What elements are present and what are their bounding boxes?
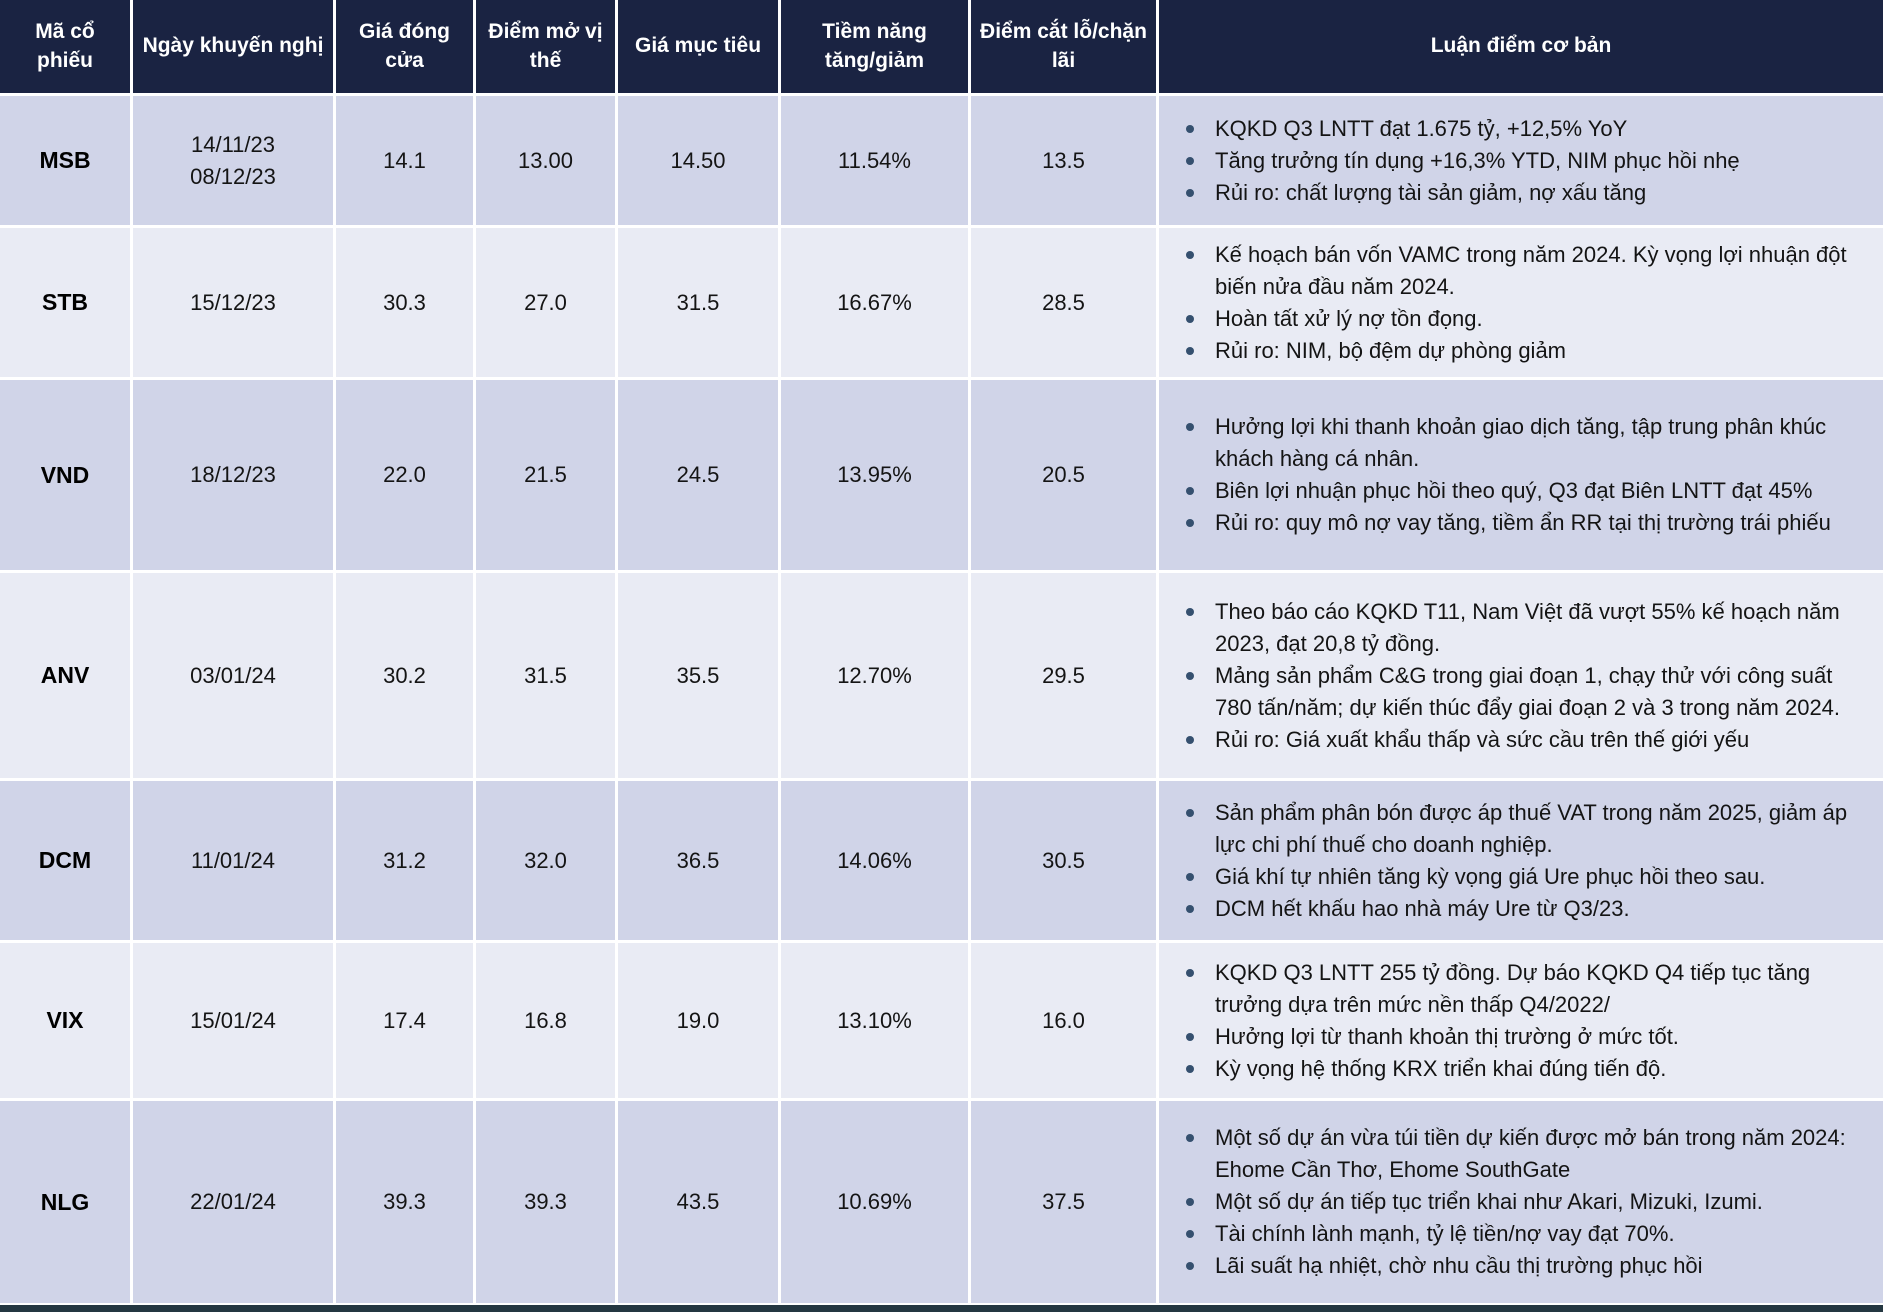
thesis-bullet: KQKD Q3 LNTT 255 tỷ đồng. Dự báo KQKD Q4… <box>1175 957 1857 1021</box>
thesis-bullet: Rủi ro: quy mô nợ vay tăng, tiềm ẩn RR t… <box>1175 507 1857 539</box>
thesis-bullet: Rủi ro: Giá xuất khẩu thấp và sức cầu tr… <box>1175 724 1857 756</box>
thesis-cell: KQKD Q3 LNTT 255 tỷ đồng. Dự báo KQKD Q4… <box>1159 943 1883 1098</box>
thesis-bullet: Một số dự án vừa túi tiền dự kiến được m… <box>1175 1122 1857 1186</box>
thesis-bullet-list: KQKD Q3 LNTT đạt 1.675 tỷ, +12,5% YoY Tăn… <box>1175 113 1740 209</box>
entry-point-cell: 21.5 <box>476 380 615 570</box>
thesis-bullet-list: Một số dự án vừa túi tiền dự kiến được m… <box>1175 1122 1857 1282</box>
thesis-bullet: Rủi ro: NIM, bộ đệm dự phòng giảm <box>1175 335 1857 367</box>
upside-potential-cell: 16.67% <box>781 228 968 377</box>
stop-loss-cell: 20.5 <box>971 380 1156 570</box>
closing-price-cell: 17.4 <box>336 943 473 1098</box>
thesis-bullet: Hưởng lợi khi thanh khoản giao dịch tăng… <box>1175 411 1857 475</box>
thesis-bullet: Hoàn tất xử lý nợ tồn đọng. <box>1175 303 1857 335</box>
thesis-bullet: Rủi ro: chất lượng tài sản giảm, nợ xấu … <box>1175 177 1740 209</box>
stock-code-cell: VND <box>0 380 130 570</box>
recommendation-date-cell: 11/01/24 <box>133 781 333 940</box>
thesis-bullet: Theo báo cáo KQKD T11, Nam Việt đã vượt … <box>1175 596 1857 660</box>
entry-point-cell: 27.0 <box>476 228 615 377</box>
thesis-bullet: DCM hết khấu hao nhà máy Ure từ Q3/23. <box>1175 893 1857 925</box>
entry-point-cell: 13.00 <box>476 96 615 225</box>
target-price-cell: 31.5 <box>618 228 778 377</box>
target-price-cell: 43.5 <box>618 1101 778 1303</box>
stock-code-cell: STB <box>0 228 130 377</box>
column-header-close: Giá đóng cửa <box>336 0 473 93</box>
stock-code-cell: MSB <box>0 96 130 225</box>
thesis-bullet: Sản phẩm phân bón được áp thuế VAT trong… <box>1175 797 1857 861</box>
stop-loss-cell: 13.5 <box>971 96 1156 225</box>
column-header-upside: Tiềm năng tăng/giảm <box>781 0 968 93</box>
column-header-thesis: Luận điểm cơ bản <box>1159 0 1883 93</box>
column-header-stop: Điểm cắt lỗ/chặn lãi <box>971 0 1156 93</box>
thesis-bullet: Giá khí tự nhiên tăng kỳ vọng giá Ure ph… <box>1175 861 1857 893</box>
thesis-cell: Một số dự án vừa túi tiền dự kiến được m… <box>1159 1101 1883 1303</box>
entry-point-cell: 32.0 <box>476 781 615 940</box>
closing-price-cell: 30.3 <box>336 228 473 377</box>
thesis-bullet: Hưởng lợi từ thanh khoản thị trường ở mứ… <box>1175 1021 1857 1053</box>
target-price-cell: 14.50 <box>618 96 778 225</box>
thesis-bullet: Một số dự án tiếp tục triển khai như Aka… <box>1175 1186 1857 1218</box>
closing-price-cell: 39.3 <box>336 1101 473 1303</box>
upside-potential-cell: 10.69% <box>781 1101 968 1303</box>
thesis-bullet: Mảng sản phẩm C&G trong giai đoạn 1, chạ… <box>1175 660 1857 724</box>
thesis-cell: KQKD Q3 LNTT đạt 1.675 tỷ, +12,5% YoY Tăn… <box>1159 96 1883 225</box>
closing-price-cell: 30.2 <box>336 573 473 778</box>
bottom-bar <box>0 1305 1883 1312</box>
stop-loss-cell: 28.5 <box>971 228 1156 377</box>
thesis-cell: Kế hoạch bán vốn VAMC trong năm 2024. Kỳ… <box>1159 228 1883 377</box>
upside-potential-cell: 13.10% <box>781 943 968 1098</box>
stock-code-cell: NLG <box>0 1101 130 1303</box>
target-price-cell: 36.5 <box>618 781 778 940</box>
entry-point-cell: 31.5 <box>476 573 615 778</box>
recommendation-date-cell: 14/11/23 08/12/23 <box>133 96 333 225</box>
stop-loss-cell: 30.5 <box>971 781 1156 940</box>
stop-loss-cell: 29.5 <box>971 573 1156 778</box>
thesis-bullet-list: Hưởng lợi khi thanh khoản giao dịch tăng… <box>1175 411 1857 539</box>
stock-code-cell: ANV <box>0 573 130 778</box>
thesis-bullet: Tài chính lành mạnh, tỷ lệ tiền/nợ vay đ… <box>1175 1218 1857 1250</box>
thesis-bullet: Kỳ vọng hệ thống KRX triển khai đúng tiế… <box>1175 1053 1857 1085</box>
target-price-cell: 24.5 <box>618 380 778 570</box>
recommendation-date-cell: 03/01/24 <box>133 573 333 778</box>
thesis-bullet-list: Sản phẩm phân bón được áp thuế VAT trong… <box>1175 797 1857 925</box>
thesis-bullet: Lãi suất hạ nhiệt, chờ nhu cầu thị trườn… <box>1175 1250 1857 1282</box>
closing-price-cell: 22.0 <box>336 380 473 570</box>
recommendation-date-cell: 22/01/24 <box>133 1101 333 1303</box>
thesis-cell: Sản phẩm phân bón được áp thuế VAT trong… <box>1159 781 1883 940</box>
thesis-cell: Hưởng lợi khi thanh khoản giao dịch tăng… <box>1159 380 1883 570</box>
entry-point-cell: 16.8 <box>476 943 615 1098</box>
target-price-cell: 19.0 <box>618 943 778 1098</box>
column-header-entry: Điểm mở vị thế <box>476 0 615 93</box>
column-header-code: Mã cổ phiếu <box>0 0 130 93</box>
column-header-date: Ngày khuyến nghị <box>133 0 333 93</box>
target-price-cell: 35.5 <box>618 573 778 778</box>
stop-loss-cell: 16.0 <box>971 943 1156 1098</box>
upside-potential-cell: 13.95% <box>781 380 968 570</box>
thesis-cell: Theo báo cáo KQKD T11, Nam Việt đã vượt … <box>1159 573 1883 778</box>
recommendation-date-cell: 15/01/24 <box>133 943 333 1098</box>
column-header-target: Giá mục tiêu <box>618 0 778 93</box>
recommendation-date-cell: 15/12/23 <box>133 228 333 377</box>
thesis-bullet: Tăng trưởng tín dụng +16,3% YTD, NIM phụ… <box>1175 145 1740 177</box>
thesis-bullet-list: Kế hoạch bán vốn VAMC trong năm 2024. Kỳ… <box>1175 239 1857 367</box>
upside-potential-cell: 12.70% <box>781 573 968 778</box>
entry-point-cell: 39.3 <box>476 1101 615 1303</box>
closing-price-cell: 14.1 <box>336 96 473 225</box>
recommendation-date-cell: 18/12/23 <box>133 380 333 570</box>
upside-potential-cell: 11.54% <box>781 96 968 225</box>
thesis-bullet: Biên lợi nhuận phục hồi theo quý, Q3 đạt… <box>1175 475 1857 507</box>
stop-loss-cell: 37.5 <box>971 1101 1156 1303</box>
stock-code-cell: DCM <box>0 781 130 940</box>
thesis-bullet-list: KQKD Q3 LNTT 255 tỷ đồng. Dự báo KQKD Q4… <box>1175 957 1857 1085</box>
thesis-bullet-list: Theo báo cáo KQKD T11, Nam Việt đã vượt … <box>1175 596 1857 756</box>
stock-code-cell: VIX <box>0 943 130 1098</box>
thesis-bullet: Kế hoạch bán vốn VAMC trong năm 2024. Kỳ… <box>1175 239 1857 303</box>
closing-price-cell: 31.2 <box>336 781 473 940</box>
thesis-bullet: KQKD Q3 LNTT đạt 1.675 tỷ, +12,5% YoY <box>1175 113 1740 145</box>
upside-potential-cell: 14.06% <box>781 781 968 940</box>
